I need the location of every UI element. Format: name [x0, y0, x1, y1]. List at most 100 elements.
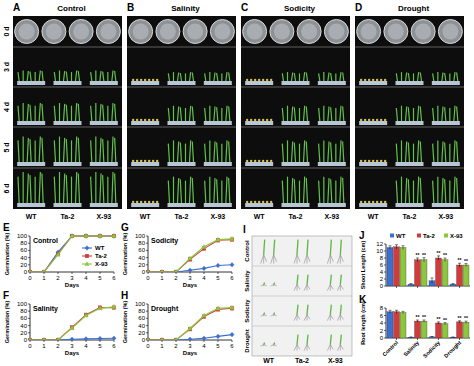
- x-tick-label: 0: [28, 343, 32, 349]
- seed: [380, 160, 382, 162]
- seedling: [287, 177, 288, 203]
- y-axis-label: Shoot Length (cm): [360, 241, 366, 290]
- shoot: [297, 305, 298, 315]
- data-point: [230, 332, 234, 337]
- root: [340, 255, 343, 262]
- data-point: [98, 234, 102, 239]
- error-bar: [389, 246, 392, 250]
- data-point: [230, 305, 234, 309]
- seed: [380, 119, 382, 121]
- data-point: [146, 338, 150, 340]
- error-bar: [389, 310, 392, 313]
- significance-mark: **: [422, 252, 426, 258]
- row-label: Sodicity: [244, 299, 250, 323]
- panel-letter: D: [355, 2, 362, 13]
- seed: [136, 201, 138, 203]
- y-tick: [384, 315, 386, 316]
- tube-base: [17, 203, 45, 207]
- x-tick: [232, 272, 233, 274]
- dish-seeds: [19, 24, 35, 40]
- error-bar: [416, 320, 419, 322]
- seedling: [343, 178, 344, 203]
- x-tick-label: 6: [230, 343, 234, 349]
- bar: [415, 260, 421, 286]
- seedling: [173, 106, 174, 121]
- seedling: [115, 104, 116, 121]
- seedling: [185, 144, 186, 162]
- panel-title: Sodicity: [284, 4, 316, 13]
- root: [271, 315, 274, 317]
- seedling: [95, 71, 96, 82]
- seedling: [282, 181, 283, 203]
- seedling: [454, 140, 455, 162]
- seedling: [406, 106, 407, 121]
- legend-label: WT: [95, 245, 105, 251]
- data-point: [188, 268, 192, 272]
- x-tick-label: Drought: [443, 339, 462, 358]
- panel-letter: C: [241, 2, 248, 13]
- data-point: [146, 270, 150, 272]
- genotype-label: Ta-2: [295, 357, 309, 364]
- tube-base: [282, 162, 310, 166]
- seedling: [335, 181, 336, 203]
- seedling: [107, 140, 108, 162]
- seedling: [433, 73, 434, 81]
- seed: [380, 201, 382, 203]
- seedling: [209, 106, 210, 121]
- seedling: [173, 140, 174, 162]
- seed: [144, 201, 146, 203]
- seedling: [340, 140, 341, 162]
- seedling: [190, 177, 191, 203]
- chart-title: Drought: [151, 305, 179, 313]
- tube-base: [359, 121, 387, 125]
- seedling: [64, 138, 65, 162]
- row-separator: [127, 127, 236, 128]
- seedling: [112, 137, 113, 162]
- tube-base: [318, 121, 346, 125]
- tube-base: [432, 81, 460, 85]
- row-separator: [127, 168, 236, 169]
- seed: [262, 79, 264, 81]
- data-point: [98, 234, 102, 238]
- petri-dish: [96, 20, 120, 44]
- seedling: [59, 71, 60, 82]
- seedling: [226, 72, 227, 81]
- seedling: [35, 177, 36, 203]
- seed: [246, 119, 248, 121]
- seedling: [420, 178, 421, 203]
- seedling: [76, 103, 77, 121]
- y-tick: [146, 318, 148, 319]
- seedling: [192, 141, 193, 162]
- x-tick-label: Control: [381, 339, 399, 357]
- y-tick: [146, 325, 148, 326]
- tube-base: [54, 121, 82, 125]
- seed: [148, 201, 150, 203]
- seedling: [445, 143, 446, 162]
- y-axis: [30, 236, 31, 272]
- series-line: [30, 308, 114, 340]
- y-tick-label: 4: [380, 320, 384, 326]
- root: [307, 345, 310, 350]
- photo-background: [13, 16, 122, 209]
- data-point: [42, 338, 46, 340]
- seedling: [107, 106, 108, 121]
- seedling: [287, 140, 288, 162]
- row-label: 3 d: [3, 62, 10, 72]
- petri-dish: [69, 20, 93, 44]
- photo-background: [241, 16, 350, 209]
- seedling: [168, 108, 169, 121]
- seed: [258, 201, 260, 203]
- legend-label: Ta-2: [95, 253, 108, 259]
- seedling: [226, 140, 227, 162]
- seedling: [64, 174, 65, 203]
- data-point: [160, 270, 164, 272]
- x-tick: [72, 340, 73, 342]
- seedling: [454, 106, 455, 121]
- seed: [266, 160, 268, 162]
- row-separator: [241, 127, 350, 128]
- series-line: [148, 308, 232, 340]
- plot-area: [146, 237, 234, 272]
- y-tick: [384, 279, 386, 280]
- seedling: [418, 140, 419, 162]
- seedling: [319, 181, 320, 203]
